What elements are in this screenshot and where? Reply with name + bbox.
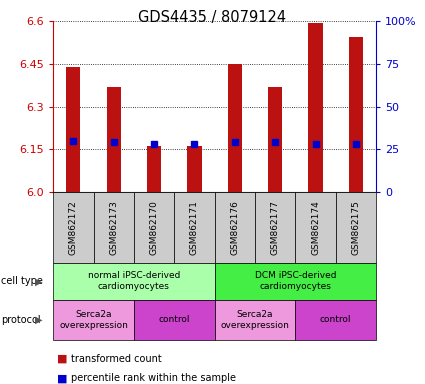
Bar bbox=[295, 192, 336, 263]
Text: control: control bbox=[159, 315, 190, 324]
Text: ▶: ▶ bbox=[35, 276, 42, 286]
Text: GDS4435 / 8079124: GDS4435 / 8079124 bbox=[139, 10, 286, 25]
Bar bbox=[94, 192, 134, 263]
Bar bbox=[295, 300, 376, 340]
Bar bbox=[349, 37, 363, 192]
Bar bbox=[147, 146, 161, 192]
Bar bbox=[187, 146, 201, 192]
Bar bbox=[134, 192, 174, 263]
Bar bbox=[66, 67, 80, 192]
Text: GSM862172: GSM862172 bbox=[69, 200, 78, 255]
Text: Serca2a
overexpression: Serca2a overexpression bbox=[59, 310, 128, 330]
Bar bbox=[255, 192, 295, 263]
Bar bbox=[215, 300, 295, 340]
Text: GSM862177: GSM862177 bbox=[271, 200, 280, 255]
Text: GSM862171: GSM862171 bbox=[190, 200, 199, 255]
Bar bbox=[336, 192, 376, 263]
Text: control: control bbox=[320, 315, 351, 324]
Text: GSM862170: GSM862170 bbox=[150, 200, 159, 255]
Text: GSM862174: GSM862174 bbox=[311, 200, 320, 255]
Text: DCM iPSC-derived
cardiomyocytes: DCM iPSC-derived cardiomyocytes bbox=[255, 271, 336, 291]
Text: ■: ■ bbox=[57, 354, 67, 364]
Text: transformed count: transformed count bbox=[71, 354, 162, 364]
Text: percentile rank within the sample: percentile rank within the sample bbox=[71, 373, 236, 383]
Text: GSM862176: GSM862176 bbox=[230, 200, 239, 255]
Bar bbox=[53, 300, 134, 340]
Bar bbox=[228, 64, 242, 192]
Text: protocol: protocol bbox=[1, 314, 40, 325]
Text: ▶: ▶ bbox=[35, 314, 42, 325]
Bar bbox=[53, 263, 215, 300]
Bar bbox=[215, 263, 376, 300]
Text: Serca2a
overexpression: Serca2a overexpression bbox=[221, 310, 289, 330]
Bar bbox=[268, 87, 282, 192]
Text: normal iPSC-derived
cardiomyocytes: normal iPSC-derived cardiomyocytes bbox=[88, 271, 180, 291]
Bar bbox=[174, 192, 215, 263]
Bar bbox=[134, 300, 215, 340]
Text: ■: ■ bbox=[57, 373, 67, 383]
Bar bbox=[53, 192, 94, 263]
Bar bbox=[215, 192, 255, 263]
Text: GSM862175: GSM862175 bbox=[351, 200, 360, 255]
Text: GSM862173: GSM862173 bbox=[109, 200, 118, 255]
Bar bbox=[107, 87, 121, 192]
Bar bbox=[309, 23, 323, 192]
Text: cell type: cell type bbox=[1, 276, 43, 286]
